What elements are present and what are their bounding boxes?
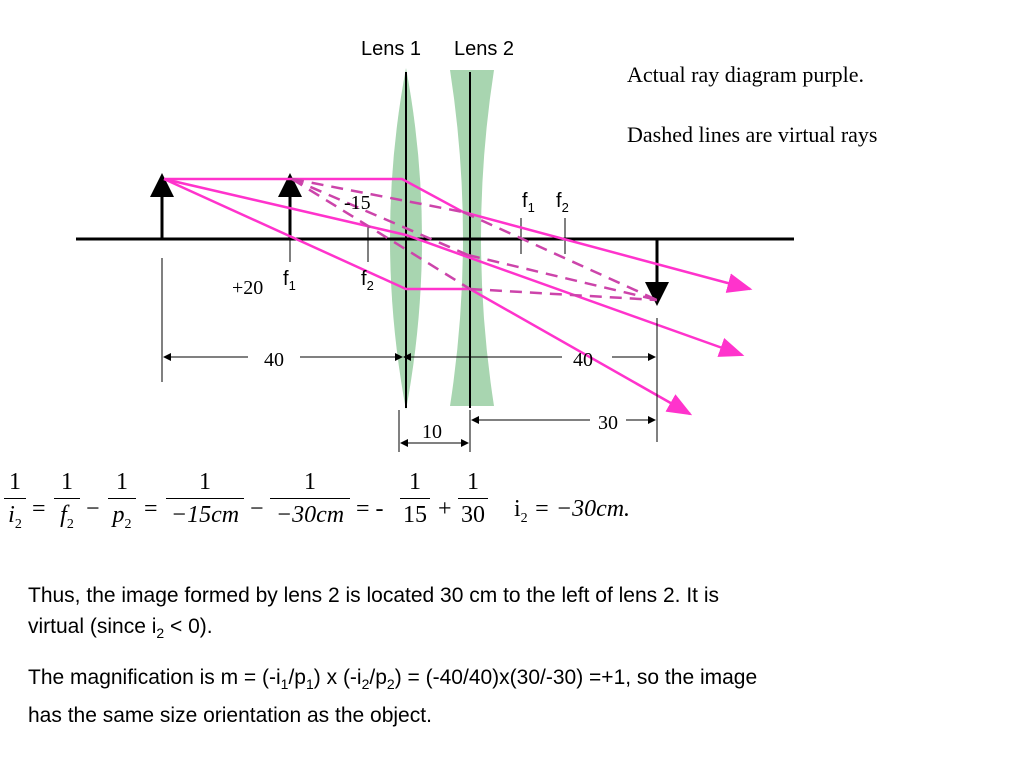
term-1: 1 i2	[4, 468, 26, 539]
term-3: 1 p2	[108, 468, 136, 539]
equation-result: i2 = −30cm.	[514, 496, 631, 526]
f1-upper-label: f1	[522, 190, 535, 215]
note-dashed: Dashed lines are virtual rays	[627, 122, 878, 147]
term-2: 1 f2	[54, 468, 80, 539]
term-4: 1 −15cm	[166, 468, 244, 529]
minus-sign-2: −	[250, 496, 264, 522]
plus20-label: +20	[232, 277, 263, 299]
actual-rays	[163, 177, 753, 416]
term-7: 1 30	[458, 468, 488, 529]
ray-diagram: Lens 1 Lens 2 f1 f2 f1 f2 -15 +20 40 40 …	[76, 38, 794, 452]
lens-2-label: Lens 2	[454, 38, 514, 60]
dim-40-left-label: 40	[264, 349, 284, 371]
dim-40-right-label: 40	[573, 349, 593, 371]
eq-sign-3: = -	[356, 496, 384, 522]
dim-30-label: 30	[598, 412, 618, 434]
minus-sign-1: −	[86, 496, 100, 522]
virtual-rays	[291, 177, 658, 302]
term-5: 1 −30cm	[270, 468, 350, 529]
eq-sign-2: =	[144, 496, 158, 522]
note-actual-ray: Actual ray diagram purple.	[627, 62, 865, 87]
dim-10-label: 10	[422, 421, 442, 443]
minus15-label: -15	[344, 192, 371, 214]
lens-1-label: Lens 1	[361, 38, 421, 60]
f2-upper-label: f2	[556, 190, 569, 215]
eq-sign-1: =	[32, 496, 46, 522]
dimension-lines	[161, 258, 658, 452]
term-6: 1 15	[400, 468, 430, 529]
paragraph-magnification: The magnification is m = (-i1/p1) x (-i2…	[28, 666, 758, 728]
f1-lower-label: f1	[283, 268, 296, 293]
f2-lower-label: f2	[361, 268, 374, 293]
paragraph-image-location: Thus, the image formed by lens 2 is loca…	[28, 584, 720, 642]
plus-sign: +	[438, 496, 452, 522]
